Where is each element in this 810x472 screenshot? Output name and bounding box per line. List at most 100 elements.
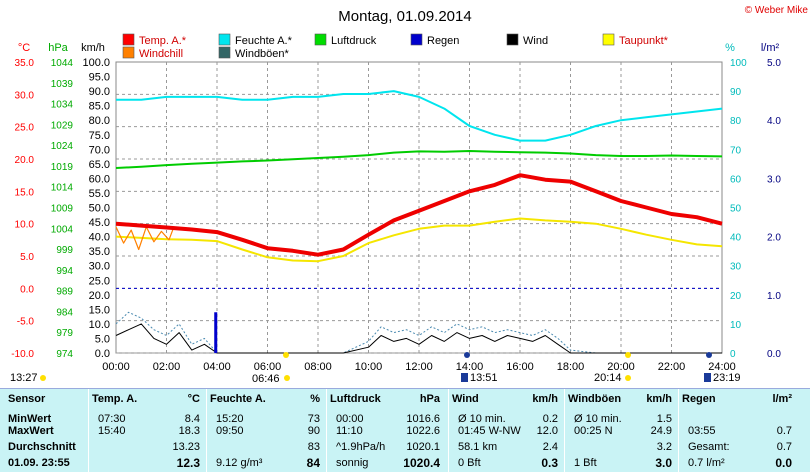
legend-label: Windchill bbox=[139, 48, 183, 60]
stats-row: Gesamt: 0.7 bbox=[682, 440, 798, 454]
stats-row: Ø 10 min. 1.5 bbox=[568, 412, 678, 426]
legend-label: Luftdruck bbox=[331, 35, 377, 47]
humidity-tick-label: 90 bbox=[730, 87, 742, 98]
pressure-tick-label: 984 bbox=[56, 307, 73, 318]
event-label: 13:51 bbox=[470, 372, 498, 384]
x-tick-label: 18:00 bbox=[557, 361, 585, 373]
sun-icon bbox=[40, 375, 46, 381]
cell-value: 2.4 bbox=[542, 441, 558, 453]
wind-tick-label: 5.0 bbox=[95, 333, 110, 345]
pressure-tick-label: 974 bbox=[56, 349, 73, 360]
series-lines bbox=[115, 90, 723, 354]
temp-tick-label: 20.0 bbox=[15, 155, 35, 166]
wind-tick-label: 45.0 bbox=[89, 217, 110, 229]
cell-value: 8.4 bbox=[184, 413, 200, 425]
temp-tick-label: 10.0 bbox=[15, 220, 35, 231]
cell-note: ^1.9hPa/h bbox=[336, 441, 386, 453]
cell-note: 15:40 bbox=[98, 425, 126, 437]
column-header: Regen bbox=[682, 393, 716, 405]
cell-value: 0.2 bbox=[542, 413, 558, 425]
pressure-tick-label: 1044 bbox=[51, 58, 74, 69]
humidity-axis-label: % bbox=[725, 42, 735, 54]
stats-row: MaxWert bbox=[8, 424, 92, 438]
rain-tick-label: 2.0 bbox=[767, 233, 781, 244]
humidity-tick-label: 60 bbox=[730, 174, 742, 185]
temp-tick-label: 35.0 bbox=[15, 58, 35, 69]
stats-column: Wind km/h Ø 10 min. 0.2 01:45 W-NW 12.0 58.1 k… bbox=[452, 389, 564, 472]
stats-column: Feuchte A.% 15:20 73 09:50 90 83 9.12 g/m³ 84 bbox=[210, 389, 326, 472]
wind-tick-label: 100.0 bbox=[82, 57, 110, 69]
series-windb-en- bbox=[115, 311, 722, 354]
wind-tick-label: 25.0 bbox=[89, 275, 110, 287]
cell-value: 1016.6 bbox=[406, 413, 440, 425]
stats-row: 1 Bft 3.0 bbox=[568, 456, 678, 470]
cell-value: 83 bbox=[307, 441, 320, 453]
stats-row: 83 bbox=[210, 440, 326, 454]
cell-note: 0.7 l/m² bbox=[688, 457, 725, 469]
cell-value: 1020.4 bbox=[403, 456, 440, 470]
pressure-tick-label: 999 bbox=[56, 245, 73, 256]
cell-value: 12.3 bbox=[176, 456, 200, 470]
stats-row: 01:45 W-NW 12.0 bbox=[452, 424, 564, 438]
humidity-tick-label: 100 bbox=[730, 58, 747, 69]
axis-labels: °C hPa km/h% l/m² bbox=[18, 42, 780, 54]
cell-value: 0.7 bbox=[776, 425, 792, 437]
wind-tick-label: 15.0 bbox=[89, 304, 110, 316]
legend-swatch bbox=[122, 46, 135, 59]
row-label: MinWert bbox=[8, 413, 52, 425]
stats-column: Regen l/m² 03:55 0.7 Gesamt: 0.7 0.7 l/m² 0.0 bbox=[682, 389, 798, 472]
series-luftdruck bbox=[115, 150, 723, 169]
column-header: Windböen bbox=[568, 393, 622, 405]
x-tick-label: 16:00 bbox=[506, 361, 534, 373]
series-taupunkt- bbox=[115, 217, 723, 263]
grid bbox=[116, 62, 722, 354]
legend-swatch bbox=[506, 33, 519, 46]
wind-tick-label: 75.0 bbox=[89, 130, 110, 142]
wind-tick-label: 95.0 bbox=[89, 72, 110, 84]
temp-tick-label: 30.0 bbox=[15, 90, 35, 101]
cell-note: 0 Bft bbox=[458, 457, 481, 469]
legend-swatch bbox=[602, 33, 615, 46]
pressure-tick-label: 994 bbox=[56, 266, 73, 277]
cell-value: 24.9 bbox=[650, 425, 672, 437]
temp-tick-label: 25.0 bbox=[15, 123, 35, 134]
pressure-tick-label: 1004 bbox=[51, 224, 74, 235]
temp-tick-label: -10.0 bbox=[11, 349, 34, 360]
pressure-tick-label: 979 bbox=[56, 328, 73, 339]
cell-value: 0.3 bbox=[541, 456, 558, 470]
pressure-tick-label: 1024 bbox=[51, 141, 74, 152]
wind-tick-label: 0.0 bbox=[95, 348, 110, 360]
cell-note: 00:25 N bbox=[574, 425, 613, 437]
stats-row: 15:40 18.3 bbox=[92, 424, 206, 438]
series-wind bbox=[115, 323, 722, 354]
stats-row: 11:10 1022.6 bbox=[330, 424, 446, 438]
column-header: Temp. A. bbox=[92, 393, 138, 405]
x-tick-label: 06:00 bbox=[254, 361, 282, 373]
cell-note: 00:00 bbox=[336, 413, 364, 425]
column-header: Luftdruck bbox=[330, 393, 381, 405]
stats-row: 58.1 km 2.4 bbox=[452, 440, 564, 454]
sun-icon bbox=[625, 352, 631, 358]
wind-tick-label: 55.0 bbox=[89, 188, 110, 200]
cell-note: sonnig bbox=[336, 457, 369, 469]
pressure-tick-label: 1014 bbox=[51, 183, 74, 194]
humidity-tick-label: 20 bbox=[730, 291, 742, 302]
cell-value: 13.23 bbox=[172, 441, 200, 453]
column-separator bbox=[206, 389, 207, 472]
x-tick-label: 10:00 bbox=[355, 361, 383, 373]
rain-tick-label: 0.0 bbox=[767, 349, 781, 360]
row-label: MaxWert bbox=[8, 425, 54, 437]
event-label: 13:27 bbox=[10, 372, 38, 384]
stats-row: 15:20 73 bbox=[210, 412, 326, 426]
legend-label: Temp. A.* bbox=[139, 35, 187, 47]
legend-swatch bbox=[410, 33, 423, 46]
temp-tick-label: -5.0 bbox=[17, 317, 35, 328]
pressure-tick-label: 1039 bbox=[51, 79, 74, 90]
stats-row: 00:25 N 24.9 bbox=[568, 424, 678, 438]
wind-tick-label: 60.0 bbox=[89, 173, 110, 185]
watermark: © Weber Mike bbox=[745, 5, 809, 16]
wind-tick-label: 70.0 bbox=[89, 144, 110, 156]
legend: Temp. A.* Feuchte A.* Luftdruck Regen Wind Ta… bbox=[122, 33, 669, 60]
moon-marker-icon bbox=[464, 352, 470, 358]
legend-swatch bbox=[122, 33, 135, 46]
